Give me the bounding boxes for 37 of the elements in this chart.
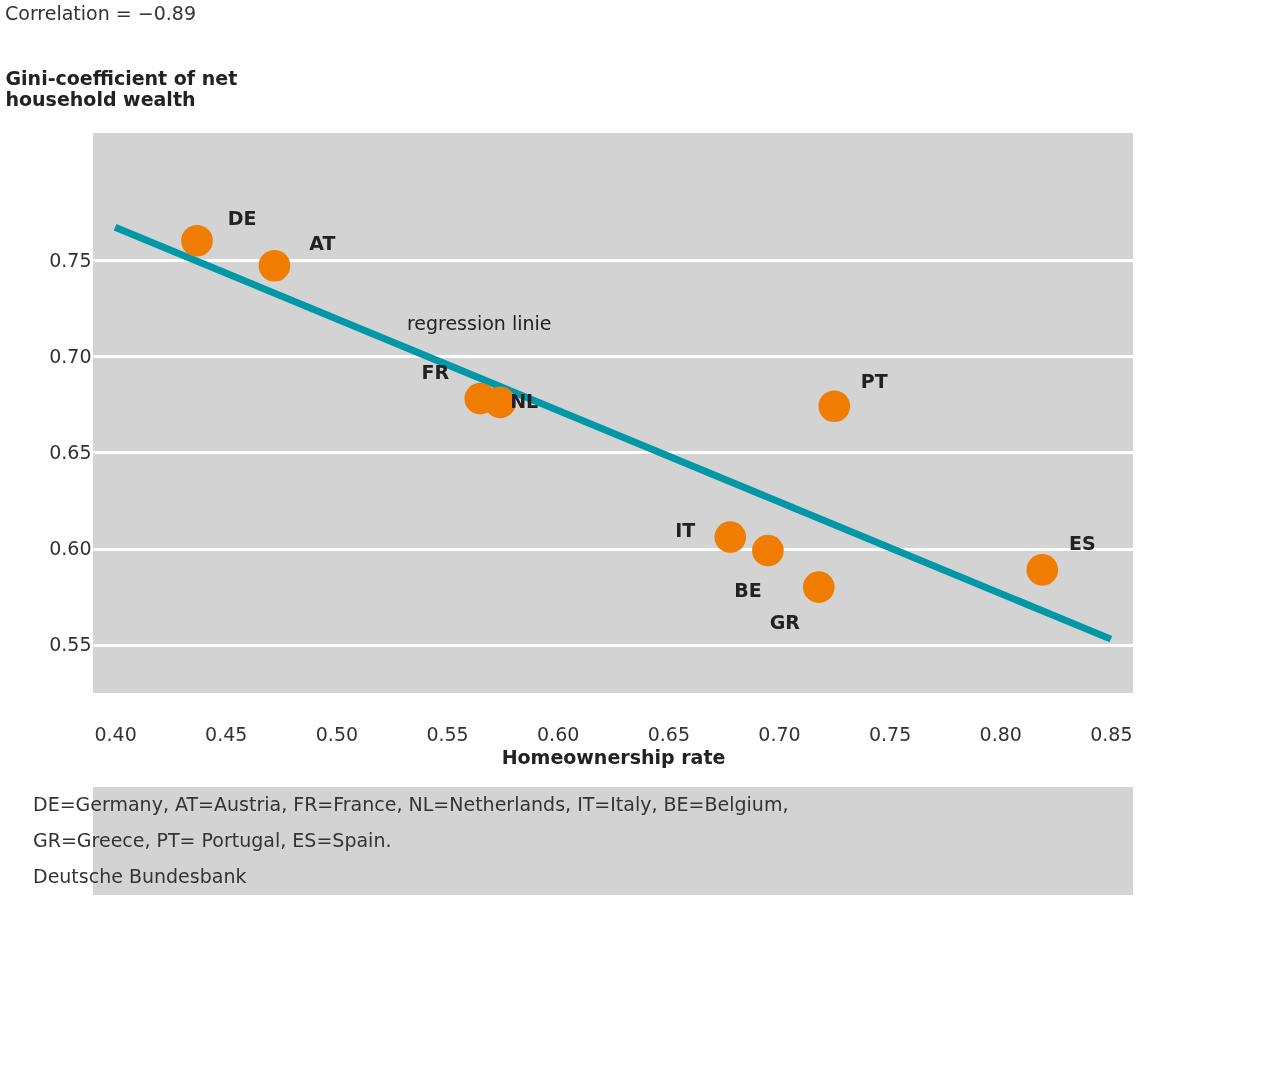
chart-title: Correlation = −0.89 <box>5 2 196 24</box>
x-tick-label: 0.65 <box>647 722 690 745</box>
y-tick-label: 0.70 <box>49 344 92 367</box>
annotation: regression linie <box>406 311 552 334</box>
text: DE=Germany, AT=Austria, FR=France, NL=Netherlands, IT=Italy, BE=Belgium, GR=Greece, PT= Portugal, ES=Spain. <box>33 793 789 851</box>
point <box>1026 554 1059 586</box>
x-tick-label: 0.85 <box>1090 722 1133 745</box>
point <box>802 571 835 603</box>
point <box>258 250 291 282</box>
x-tick-label: 0.70 <box>758 722 801 745</box>
annotation: FR <box>421 360 450 383</box>
annotation: AT <box>309 231 336 254</box>
x-tick-label: 0.40 <box>94 722 137 745</box>
y-axis-title: Gini-coefficient of net household wealth <box>5 66 238 110</box>
point <box>181 224 213 257</box>
point <box>818 390 851 423</box>
annotation: PT <box>860 370 888 393</box>
annotation: DE <box>227 206 257 229</box>
annotation: NL <box>510 390 539 413</box>
x-tick-label: 0.45 <box>205 722 248 745</box>
x-tick-label: 0.55 <box>426 722 469 745</box>
text: Deutsche Bundesbank <box>33 865 247 887</box>
y-tick-label: 0.65 <box>49 440 92 463</box>
x-tick-label: 0.75 <box>868 722 912 745</box>
annotation: BE <box>734 578 762 601</box>
point <box>752 534 784 567</box>
y-tick-label: 0.55 <box>49 633 92 656</box>
x-axis-title: Homeownership rate <box>501 745 726 768</box>
x-tick-label: 0.50 <box>315 722 359 745</box>
point <box>714 521 747 553</box>
y-tick-label: 0.60 <box>49 537 92 560</box>
annotation: IT <box>675 519 696 542</box>
x-tick-label: 0.60 <box>537 722 580 745</box>
x-tick-label: 0.80 <box>979 722 1022 745</box>
annotation: ES <box>1068 531 1096 554</box>
y-tick-label: 0.75 <box>49 248 92 271</box>
annotation: GR <box>769 611 801 634</box>
